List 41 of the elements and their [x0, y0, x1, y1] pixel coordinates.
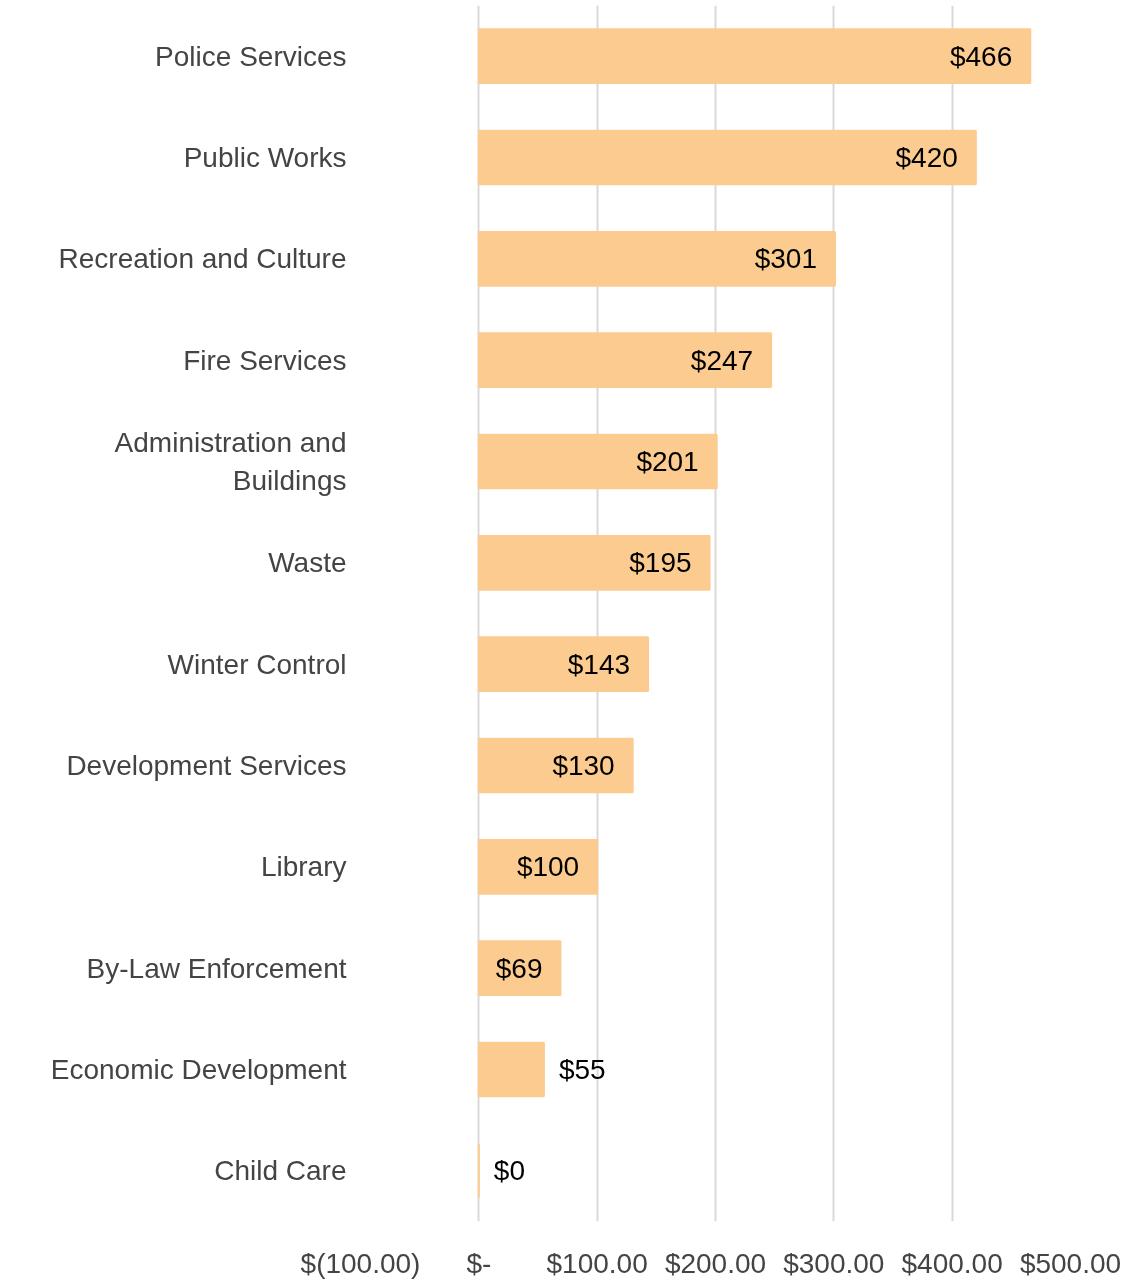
- bar: [477, 636, 650, 693]
- bar: [477, 433, 718, 490]
- data-label: $130: [552, 750, 615, 781]
- y-tick-label: Waste: [268, 547, 347, 579]
- data-label: $466: [949, 40, 1013, 72]
- y-tick-label: Recreation and Culture: [58, 243, 347, 275]
- data-label: $143: [567, 648, 631, 680]
- x-tick-label: $100.00: [546, 1247, 648, 1279]
- y-tick-label: Administration and Buildings: [114, 427, 347, 496]
- bar: [477, 737, 634, 794]
- x-tick-label: $-: [466, 1247, 492, 1279]
- data-label: $100: [516, 851, 580, 883]
- data-label: $0: [493, 1155, 525, 1187]
- bar: [477, 28, 1032, 85]
- y-tick-label: Police Services: [155, 40, 347, 72]
- y-tick-label: Fire Services: [183, 344, 347, 376]
- x-tick-label: $300.00: [783, 1247, 885, 1279]
- y-tick-label: Child Care: [214, 1155, 347, 1187]
- data-label: $55: [558, 1054, 606, 1085]
- bar: [477, 1041, 545, 1098]
- y-tick-label: Public Works: [183, 142, 347, 173]
- x-tick-label: $200.00: [664, 1247, 767, 1279]
- bar: [477, 332, 773, 389]
- data-label: $69: [495, 952, 543, 984]
- bar: [477, 230, 837, 287]
- y-tick-label: Library: [260, 851, 347, 883]
- data-label: $201: [636, 446, 699, 477]
- y-tick-label: Development Services: [66, 750, 347, 781]
- data-label: $301: [754, 243, 818, 275]
- y-tick-label: By-Law Enforcement: [86, 952, 347, 984]
- y-tick-label: Winter Control: [167, 648, 347, 680]
- bar: [477, 534, 711, 591]
- x-tick-label: $500.00: [1019, 1247, 1122, 1279]
- data-label: $247: [690, 344, 754, 376]
- x-tick-label: $(100.00): [300, 1247, 421, 1279]
- bar: [477, 838, 599, 895]
- data-label: $195: [629, 547, 692, 579]
- y-tick-label: Economic Development: [50, 1054, 347, 1085]
- x-tick-label: $400.00: [901, 1247, 1003, 1279]
- data-label: $420: [895, 142, 958, 173]
- bar: [477, 129, 977, 186]
